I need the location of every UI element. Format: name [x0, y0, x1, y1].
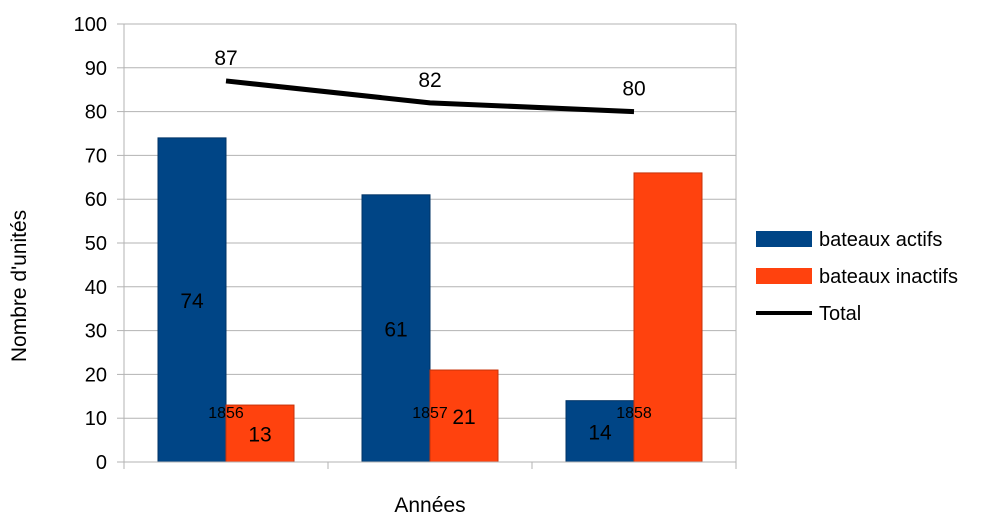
y-axis-title: Nombre d'unités [8, 210, 31, 362]
y-tick-label: 10 [85, 408, 107, 430]
bar-value-label: 13 [248, 424, 271, 447]
legend-label: bateaux inactifs [819, 266, 958, 288]
y-tick-label: 80 [85, 102, 107, 124]
y-tick-label: 60 [85, 189, 107, 211]
bar-value-label: 61 [384, 318, 407, 341]
legend-swatch [756, 268, 812, 284]
x-category-label: 1856 [208, 405, 244, 422]
bar-value-label: 74 [180, 290, 204, 313]
y-tick-label: 70 [85, 145, 107, 167]
total-value-label: 87 [214, 47, 237, 70]
bar-bateaux-inactifs [225, 404, 295, 463]
total-line-path [225, 78, 635, 115]
bar-bateaux-actifs [565, 400, 635, 463]
y-tick-label: 100 [74, 14, 107, 36]
y-tick-label: 0 [96, 452, 107, 474]
bar-value-label: 14 [588, 421, 612, 444]
x-category-label: 1858 [616, 405, 652, 422]
bars [157, 137, 703, 463]
total-value-label: 82 [418, 69, 441, 92]
y-tick-label: 30 [85, 321, 107, 343]
bar-value-label: 21 [452, 406, 475, 429]
legend-swatch [756, 231, 812, 247]
x-category-label: 1857 [412, 405, 448, 422]
bar-bateaux-inactifs [429, 369, 499, 463]
x-axis-title: Années [394, 494, 465, 517]
legend-label: Total [819, 303, 861, 325]
y-tick-label: 20 [85, 364, 107, 386]
bar-bateaux-actifs [157, 137, 227, 463]
y-tick-label: 50 [85, 233, 107, 255]
bar-bateaux-actifs [361, 194, 431, 463]
axes: 0 10 20 30 40 50 60 70 80 90 100 [74, 14, 737, 474]
legend-label: bateaux actifs [819, 229, 942, 251]
y-tick-label: 90 [85, 58, 107, 80]
total-line [225, 78, 635, 115]
total-value-label: 80 [622, 78, 645, 101]
y-tick-label: 40 [85, 277, 107, 299]
bar-bateaux-inactifs [633, 172, 703, 463]
legend: bateaux actifs bateaux inactifs Total [756, 229, 958, 325]
